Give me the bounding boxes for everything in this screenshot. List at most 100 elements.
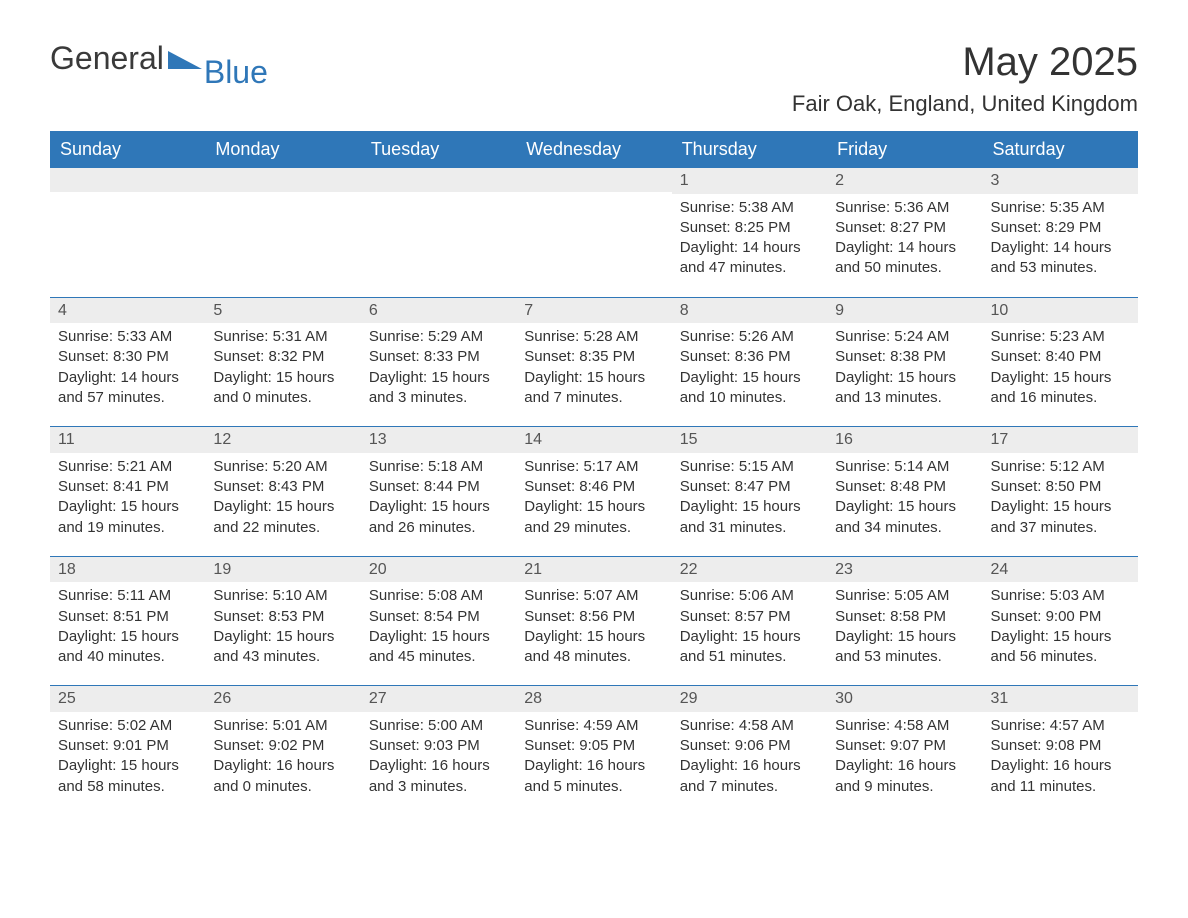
daylight-line-1: Daylight: 15 hours [991,627,1130,647]
week-row: 1Sunrise: 5:38 AMSunset: 8:25 PMDaylight… [50,168,1138,297]
day-number-row: 15 [672,427,827,453]
daylight-line-1: Daylight: 15 hours [213,627,352,647]
daylight-line-1: Daylight: 15 hours [369,627,508,647]
calendar-cell: 8Sunrise: 5:26 AMSunset: 8:36 PMDaylight… [672,298,827,427]
day-number-row: 8 [672,298,827,324]
header: General Blue May 2025 Fair Oak, England,… [50,40,1138,117]
daylight-line-1: Daylight: 15 hours [213,497,352,517]
calendar-cell: 17Sunrise: 5:12 AMSunset: 8:50 PMDayligh… [983,427,1138,556]
month-title: May 2025 [792,40,1138,85]
calendar-cell: 25Sunrise: 5:02 AMSunset: 9:01 PMDayligh… [50,686,205,815]
daylight-line-1: Daylight: 14 hours [991,238,1130,258]
calendar-cell: 15Sunrise: 5:15 AMSunset: 8:47 PMDayligh… [672,427,827,556]
sunset-line: Sunset: 9:05 PM [524,736,663,756]
sunrise-line: Sunrise: 5:15 AM [680,457,819,477]
day-number: 8 [680,302,689,319]
day-number-row: 9 [827,298,982,324]
sunrise-line: Sunrise: 5:07 AM [524,586,663,606]
daylight-line-1: Daylight: 16 hours [213,756,352,776]
daylight-line-2: and 58 minutes. [58,777,197,797]
calendar-cell [205,168,360,297]
daylight-line-2: and 31 minutes. [680,518,819,538]
calendar-cell: 3Sunrise: 5:35 AMSunset: 8:29 PMDaylight… [983,168,1138,297]
daylight-line-2: and 48 minutes. [524,647,663,667]
sunrise-line: Sunrise: 5:06 AM [680,586,819,606]
day-number: 25 [58,690,76,707]
day-number-row: 29 [672,686,827,712]
daylight-line-2: and 40 minutes. [58,647,197,667]
sunrise-line: Sunrise: 5:31 AM [213,327,352,347]
sunrise-line: Sunrise: 5:17 AM [524,457,663,477]
daylight-line-2: and 45 minutes. [369,647,508,667]
day-number-row: 10 [983,298,1138,324]
sunrise-line: Sunrise: 5:35 AM [991,198,1130,218]
sunrise-line: Sunrise: 5:33 AM [58,327,197,347]
calendar-cell: 11Sunrise: 5:21 AMSunset: 8:41 PMDayligh… [50,427,205,556]
sunset-line: Sunset: 9:08 PM [991,736,1130,756]
logo-general: General [50,40,164,77]
day-number-row: 27 [361,686,516,712]
sunrise-line: Sunrise: 5:36 AM [835,198,974,218]
daylight-line-2: and 13 minutes. [835,388,974,408]
day-number-row: 7 [516,298,671,324]
calendar-cell: 21Sunrise: 5:07 AMSunset: 8:56 PMDayligh… [516,557,671,686]
sunset-line: Sunset: 9:02 PM [213,736,352,756]
day-number: 23 [835,561,853,578]
day-number: 2 [835,172,844,189]
day-number-row [361,168,516,192]
sunrise-line: Sunrise: 5:29 AM [369,327,508,347]
logo-blue: Blue [204,54,268,91]
day-number-row: 12 [205,427,360,453]
daylight-line-1: Daylight: 16 hours [524,756,663,776]
calendar-cell: 26Sunrise: 5:01 AMSunset: 9:02 PMDayligh… [205,686,360,815]
calendar-cell: 2Sunrise: 5:36 AMSunset: 8:27 PMDaylight… [827,168,982,297]
daylight-line-2: and 47 minutes. [680,258,819,278]
sunset-line: Sunset: 8:48 PM [835,477,974,497]
calendar-cell: 6Sunrise: 5:29 AMSunset: 8:33 PMDaylight… [361,298,516,427]
day-number-row [516,168,671,192]
week-row: 18Sunrise: 5:11 AMSunset: 8:51 PMDayligh… [50,556,1138,686]
sunrise-line: Sunrise: 5:18 AM [369,457,508,477]
calendar-cell: 19Sunrise: 5:10 AMSunset: 8:53 PMDayligh… [205,557,360,686]
sunset-line: Sunset: 8:47 PM [680,477,819,497]
daylight-line-2: and 19 minutes. [58,518,197,538]
daylight-line-1: Daylight: 15 hours [369,497,508,517]
day-number: 28 [524,690,542,707]
calendar-cell: 10Sunrise: 5:23 AMSunset: 8:40 PMDayligh… [983,298,1138,427]
calendar-cell: 20Sunrise: 5:08 AMSunset: 8:54 PMDayligh… [361,557,516,686]
day-number: 19 [213,561,231,578]
day-number: 6 [369,302,378,319]
sunset-line: Sunset: 8:35 PM [524,347,663,367]
day-number-row [205,168,360,192]
day-number-row: 13 [361,427,516,453]
title-block: May 2025 Fair Oak, England, United Kingd… [792,40,1138,117]
day-number: 13 [369,431,387,448]
daylight-line-2: and 50 minutes. [835,258,974,278]
calendar-cell [50,168,205,297]
calendar-cell: 5Sunrise: 5:31 AMSunset: 8:32 PMDaylight… [205,298,360,427]
day-number: 18 [58,561,76,578]
sunrise-line: Sunrise: 4:58 AM [680,716,819,736]
day-number: 30 [835,690,853,707]
sunrise-line: Sunrise: 5:14 AM [835,457,974,477]
day-number: 4 [58,302,67,319]
day-header-row: Sunday Monday Tuesday Wednesday Thursday… [50,131,1138,168]
day-number: 29 [680,690,698,707]
day-number-row: 20 [361,557,516,583]
day-header: Sunday [50,131,205,168]
sunset-line: Sunset: 8:40 PM [991,347,1130,367]
calendar-cell: 31Sunrise: 4:57 AMSunset: 9:08 PMDayligh… [983,686,1138,815]
daylight-line-1: Daylight: 15 hours [991,368,1130,388]
sunset-line: Sunset: 9:01 PM [58,736,197,756]
calendar-cell: 29Sunrise: 4:58 AMSunset: 9:06 PMDayligh… [672,686,827,815]
calendar-cell [361,168,516,297]
day-number-row: 14 [516,427,671,453]
daylight-line-1: Daylight: 15 hours [835,627,974,647]
day-number-row: 5 [205,298,360,324]
day-number-row: 16 [827,427,982,453]
sunrise-line: Sunrise: 5:28 AM [524,327,663,347]
daylight-line-2: and 0 minutes. [213,388,352,408]
day-number: 7 [524,302,533,319]
day-number: 9 [835,302,844,319]
day-number: 5 [213,302,222,319]
